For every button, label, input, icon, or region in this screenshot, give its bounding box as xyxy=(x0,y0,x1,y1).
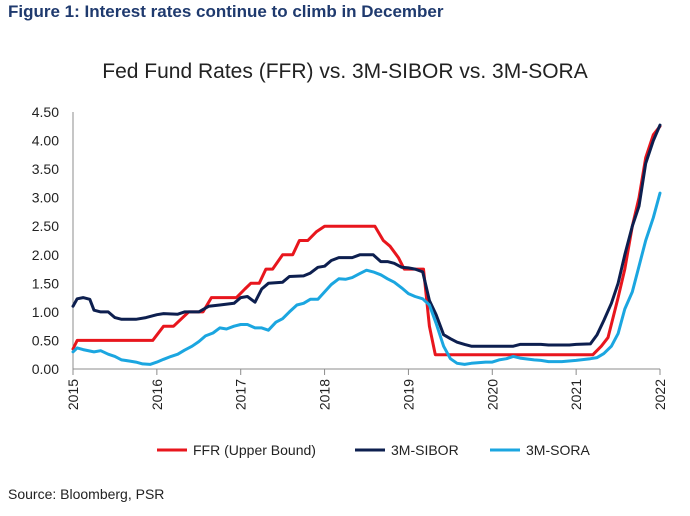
y-tick-label: 0.50 xyxy=(32,332,59,348)
legend-label: FFR (Upper Bound) xyxy=(193,442,316,458)
y-tick-label: 2.50 xyxy=(32,218,59,234)
x-tick-label: 2019 xyxy=(400,379,416,410)
y-tick-label: 1.00 xyxy=(32,304,59,320)
x-tick-label: 2021 xyxy=(568,379,584,410)
series-line-ffr-upper-bound xyxy=(71,124,662,357)
y-tick-label: 4.50 xyxy=(32,104,59,120)
x-tick-label: 2015 xyxy=(65,379,81,410)
x-tick-label: 2020 xyxy=(484,379,500,410)
y-tick-label: 3.50 xyxy=(32,161,59,177)
x-tick-label: 2016 xyxy=(149,379,165,410)
series-lines xyxy=(71,123,662,366)
y-tick-label: 3.00 xyxy=(32,190,59,206)
x-tick-label: 2018 xyxy=(317,379,333,410)
chart-title: Fed Fund Rates (FFR) vs. 3M-SIBOR vs. 3M… xyxy=(102,60,588,83)
series-line-3m-sora xyxy=(71,191,662,366)
legend: FFR (Upper Bound) 3M-SIBOR 3M-SORA xyxy=(157,442,590,458)
series-line-3m-sibor xyxy=(71,123,662,348)
x-tick-label: 2017 xyxy=(233,379,249,410)
source-note: Source: Bloomberg, PSR xyxy=(8,486,165,502)
x-tick-label: 2022 xyxy=(652,379,668,410)
y-tick-label: 2.00 xyxy=(32,247,59,263)
legend-label: 3M-SORA xyxy=(526,442,590,458)
y-tick-label: 0.00 xyxy=(32,361,59,377)
legend-label: 3M-SIBOR xyxy=(391,442,459,458)
y-tick-label: 1.50 xyxy=(32,275,59,291)
figure-heading: Figure 1: Interest rates continue to cli… xyxy=(8,2,444,21)
y-tick-label: 4.00 xyxy=(32,133,59,149)
axes: 0.00 0.50 1.00 1.50 2.00 2.50 3.00 3.50 4.00 4.50… xyxy=(32,104,668,410)
